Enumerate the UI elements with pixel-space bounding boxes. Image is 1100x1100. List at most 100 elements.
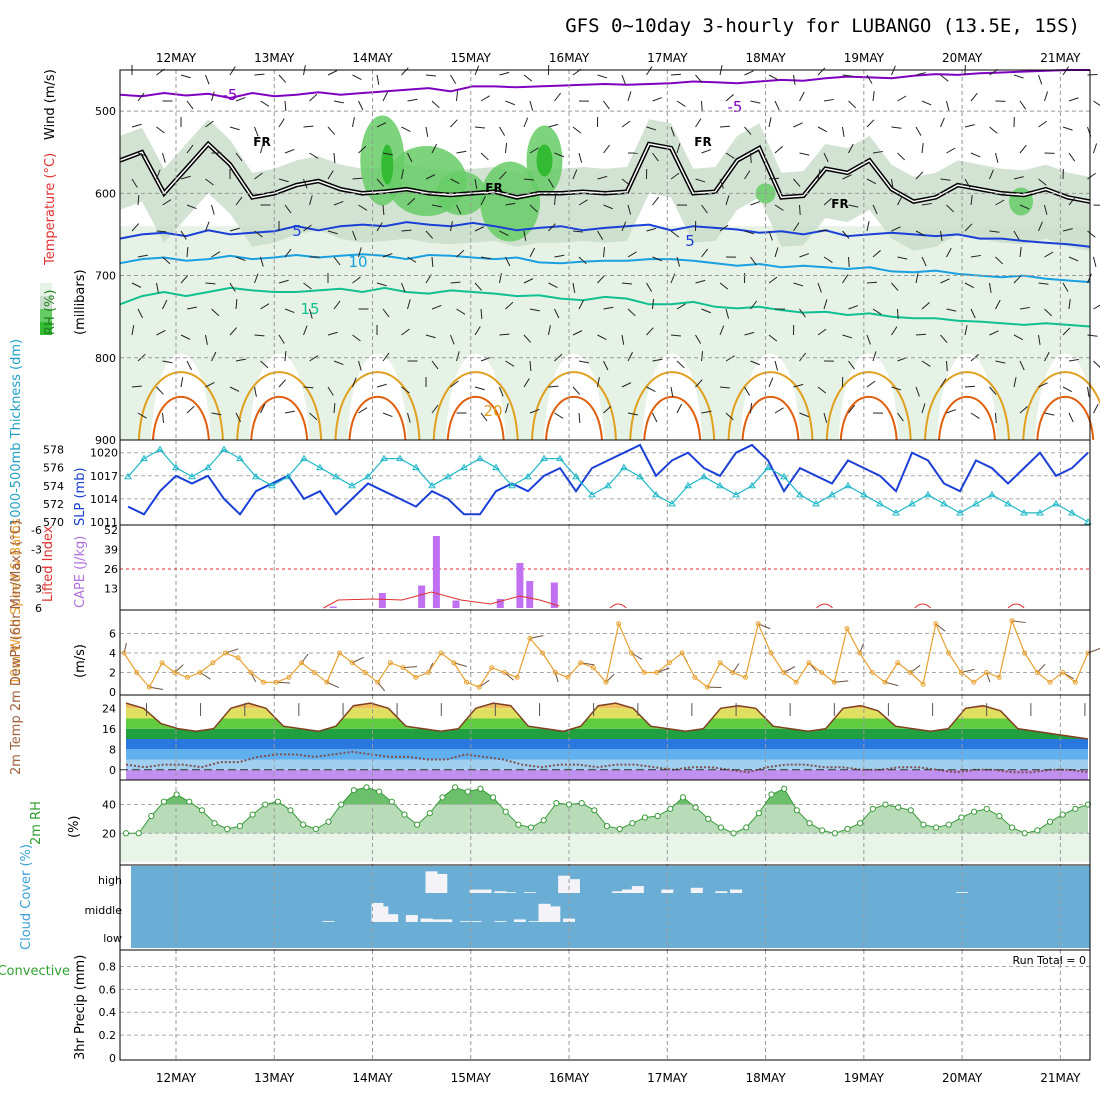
wind-barb [652,412,658,423]
lifted-tick: -3 [31,544,42,557]
wind-barb [866,221,870,232]
rh2m-marker [1046,818,1054,825]
high-cloud-bar [435,873,448,893]
temp-band [126,739,1088,750]
wind-barb [382,412,393,418]
date-label-bottom: 16MAY [549,1071,590,1085]
wind-barb [621,282,632,285]
thickness-tick: 578 [43,444,64,457]
wind-barb [768,377,774,388]
thickness-marker [220,445,228,453]
wind-barb [211,91,215,102]
wind-barb [793,74,796,85]
wind-barb [995,299,1001,310]
date-label-bottom: 12MAY [156,1071,197,1085]
wind-barb [572,126,582,134]
wind10-marker [261,679,267,685]
wind-barb [254,172,263,180]
wind-barb [401,229,412,232]
wind-barb [505,301,514,310]
date-label-bottom: 14MAY [352,1071,393,1085]
wind-barb [137,92,145,102]
thickness-marker [540,454,548,462]
wind-barb [627,91,632,102]
wind-barb [480,412,488,422]
thickness-marker [636,472,644,480]
thickness-marker [988,490,996,498]
thickness-marker [572,472,580,480]
wind10-marker [730,670,736,675]
wind-barb [235,358,246,362]
temp-band [126,718,1088,729]
wind-barb [431,143,437,154]
wind-barb [499,230,509,236]
wind-barb [695,178,706,183]
rh2m-marker [844,825,851,833]
wind-barb [327,70,338,76]
wind-barb [499,333,510,336]
wind-barb [260,100,270,107]
wind-barb [278,178,289,183]
wind-barb [670,386,674,397]
wind10-marker [451,660,457,666]
thickness-marker [284,472,292,480]
high-cloud-bar [956,892,969,893]
rh2m-marker [477,785,484,792]
wind-barb [946,360,948,372]
wind-barb [799,412,809,418]
contour-label: -5 [223,86,238,104]
wind-barb [529,100,534,111]
wind-barb [1044,91,1049,102]
wind-barb [254,230,263,238]
wind10-marker [476,684,482,690]
wind-barb [284,410,295,414]
wind-barb [750,201,761,206]
middle-cloud-bar [469,921,482,922]
run-total: Run Total = 0 [1013,954,1087,967]
wind-barb [254,126,259,137]
wind-barb [548,385,559,388]
wind-barb [823,256,833,263]
wind-barb [480,356,491,362]
cloud-level-label: high [98,874,122,887]
cape-bar [378,593,386,608]
wind-barb [186,144,194,154]
temp-20-contour [1022,371,1100,441]
wind-barb [327,230,338,235]
ylabel-10m-wind-units: (m/s) [73,644,88,678]
wind10-marker [1072,679,1078,685]
wind10-marker [984,670,990,675]
wind-barb [970,195,973,206]
rh2m-marker [831,830,838,837]
rh-legend-swatch [40,322,52,335]
wind-barb [186,100,194,110]
rh2m-marker [287,807,294,814]
wind-barb [480,95,490,102]
wind-barb [799,352,807,362]
thickness-marker [684,481,692,489]
wind-barb [603,100,610,110]
wind-barb [333,152,336,164]
wind10-marker [463,679,469,685]
wind-barb [431,404,439,414]
wind10-marker [337,650,343,656]
wind-barb [627,251,637,258]
wind-barb [823,412,828,423]
temp-bands [126,703,1088,780]
wind-barb [278,118,285,128]
wind-barb [768,230,773,241]
wind-barb [260,256,264,267]
wind-barb [1093,100,1100,106]
dewpoint-line [125,750,1089,774]
wind-barb [774,204,784,211]
wind-barb [725,94,734,102]
wind-barb [627,412,638,416]
wind10-marker [869,670,875,675]
thickness-marker [204,463,212,471]
wind-barb [401,282,406,293]
wind-barb [1087,273,1092,284]
wind-barb [480,308,483,320]
thickness-marker [620,463,628,471]
wind-barb [480,152,489,161]
